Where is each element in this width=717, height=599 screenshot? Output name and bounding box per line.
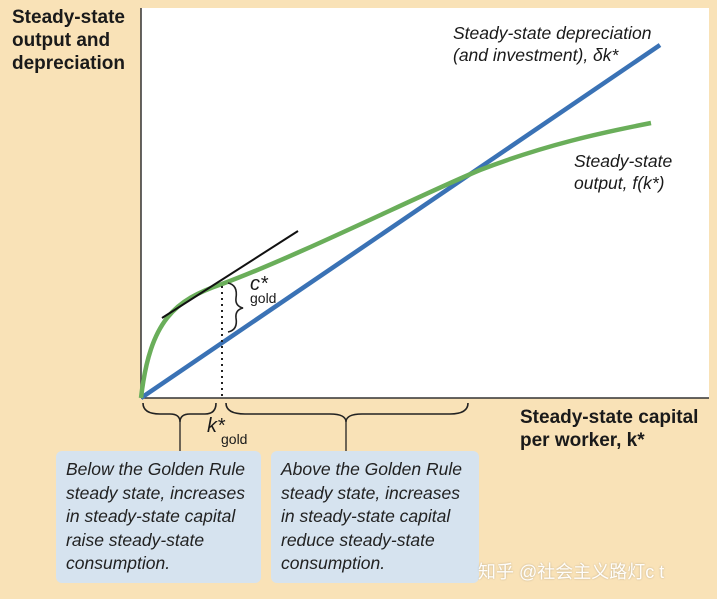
watermark: 知乎 @社会主义路灯c t xyxy=(478,562,665,582)
above-golden-rule-text: Above the Golden Rule steady state, incr… xyxy=(281,459,462,573)
k-gold-label: k* gold xyxy=(207,415,247,447)
depreciation-line xyxy=(139,43,662,400)
tangent-line xyxy=(161,230,299,319)
x-axis-label: Steady-state capital per worker, k* xyxy=(520,407,699,451)
c-gold-label: c* gold xyxy=(250,273,276,306)
depreciation-label: Steady-state depreciation (and investmen… xyxy=(453,23,652,65)
below-golden-rule-box: Below the Golden Rule steady state, incr… xyxy=(56,451,261,583)
y-axis-label: Steady-state output and depreciation xyxy=(12,7,125,74)
c-gold-brace xyxy=(227,282,244,333)
above-brace xyxy=(225,402,469,423)
below-golden-rule-text: Below the Golden Rule steady state, incr… xyxy=(66,459,245,573)
above-golden-rule-box: Above the Golden Rule steady state, incr… xyxy=(271,451,479,583)
below-brace xyxy=(142,402,217,423)
output-label: Steady-state output, f(k*) xyxy=(574,151,673,193)
